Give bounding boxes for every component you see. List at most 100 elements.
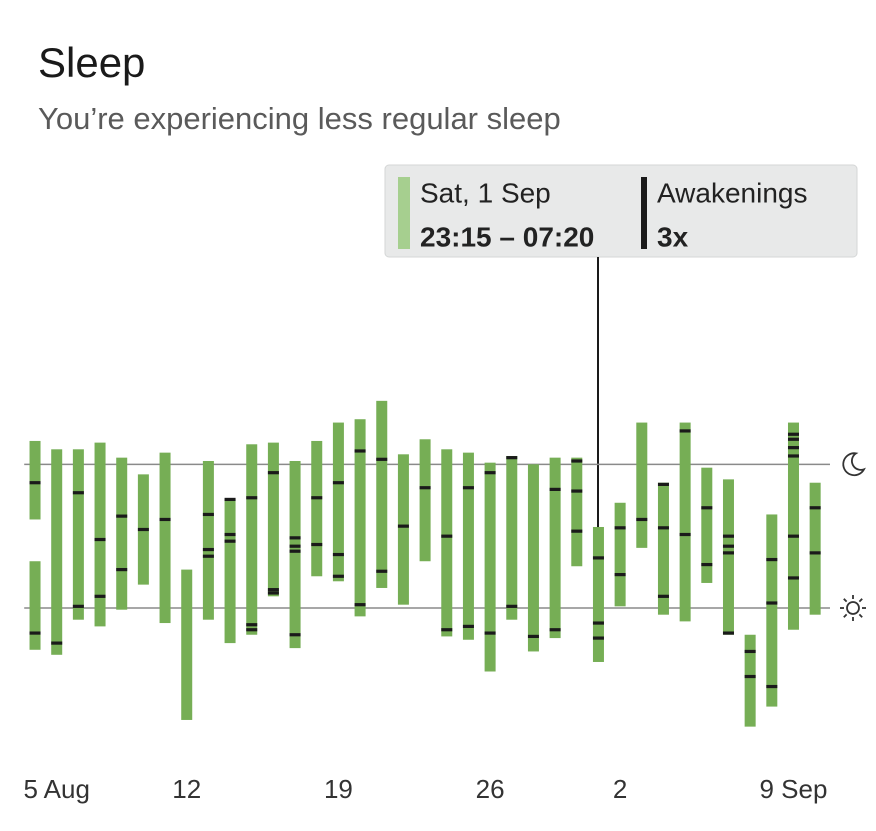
sleep-bar [657,482,669,615]
awakening-mark [462,624,474,628]
awakening-mark [592,556,604,560]
tooltip-range: 23:15 – 07:20 [420,221,594,252]
awakening-mark [246,496,258,500]
sleep-bar [202,460,214,620]
awakening-mark [592,621,604,625]
sleep-bar [636,422,648,548]
awakening-mark [787,437,799,441]
awakening-mark [246,623,258,627]
sleep-bar [246,444,258,635]
sleep-bar [159,452,171,624]
awakening-mark [744,649,756,654]
awakening-mark [419,486,431,490]
awakening-mark [376,457,388,461]
tooltip-awakening-swatch [641,177,647,249]
awakening-mark [766,684,778,689]
awakening-mark [766,601,778,605]
awakening-mark [354,449,366,453]
awakening-mark [506,456,518,460]
awakening-mark [462,486,474,490]
sleep-bar [311,440,323,577]
awakening-mark [636,517,648,522]
awakening-mark [94,594,106,598]
chart-subtitle: You’re experiencing less regular sleep [38,101,561,136]
awakening-mark [787,576,799,580]
awakening-mark [441,628,453,632]
sleep-bar [722,479,734,635]
awakening-mark [267,588,279,592]
sun-core [846,601,860,615]
awakening-mark [744,674,756,679]
sleep-bar [397,454,409,605]
sleep-bar [354,419,366,617]
sun-ray [843,613,848,618]
awakening-mark [289,536,301,540]
sleep-bar [527,464,539,652]
awakening-mark [246,628,258,632]
awakening-mark [376,569,388,573]
awakening-mark [657,482,669,486]
tooltip-box [384,164,858,258]
awakening-mark [441,534,453,538]
awakening-mark [137,527,149,532]
tooltip-swatch [398,177,410,249]
awakening-mark [224,539,236,543]
awakening-mark [787,432,799,436]
x-tick-label: 9 Sep [760,774,828,804]
awakening-mark [484,631,496,635]
sleep-bar [267,442,279,597]
sleep-bar [29,440,41,520]
awakening-mark [289,544,301,548]
tooltip-count: 3x [657,221,689,252]
awakening-mark [722,631,734,635]
awakening-mark [809,551,821,555]
awakening-mark [571,459,583,463]
awakening-mark [571,489,583,493]
awakening-mark [722,534,734,538]
awakening-mark [267,471,279,475]
tooltip-label: Awakenings [657,177,807,208]
sleep-bar [571,457,583,567]
awakening-mark [289,633,301,637]
awakening-mark [116,514,128,518]
sleep-bar [419,439,431,562]
sleep-bar [462,452,474,640]
sleep-bar [809,482,821,615]
awakening-mark [787,534,799,538]
awakening-mark [787,454,799,458]
sleep-bar [224,499,236,644]
awakening-mark [224,497,236,502]
sleep-bar [484,462,496,672]
sleep-bar [116,457,128,610]
awakening-mark [592,636,604,640]
awakening-mark [484,471,496,475]
awakening-mark [766,557,778,562]
sleep-bar [94,442,106,627]
sun-ray [858,598,863,603]
x-tick-label: 5 Aug [23,774,90,804]
chart-title: Sleep [38,39,145,86]
sleep-bar [332,422,344,582]
awakening-mark [116,567,128,572]
awakening-mark [787,446,799,450]
sleep-bar [549,457,561,639]
sleep-bar [376,400,388,588]
sleep-bar [506,455,518,620]
awakening-mark [722,544,734,548]
awakening-mark [202,547,214,552]
moon-icon [842,452,866,477]
awakening-mark [657,526,669,530]
sun-ray [858,613,863,618]
awakening-mark [332,574,344,578]
sleep-bar [787,422,799,630]
awakening-mark [657,594,669,598]
awakening-mark [527,634,539,639]
sleep-bar [744,634,756,727]
sleep-bar [51,449,63,655]
sleep-bar [679,422,691,622]
sleep-bar [29,561,41,650]
awakening-mark [311,496,323,500]
awakening-mark [614,573,626,577]
tooltip: Sat, 1 Sep 23:15 – 07:20 Awakenings 3x [384,164,858,527]
